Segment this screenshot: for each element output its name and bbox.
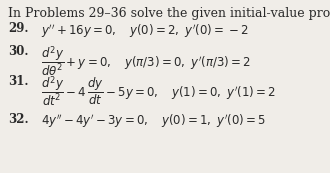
Text: $\dfrac{d^2y}{dt^2} - 4\,\dfrac{dy}{dt} - 5y = 0, \quad y(1) = 0,\ y'(1) = 2$: $\dfrac{d^2y}{dt^2} - 4\,\dfrac{dy}{dt} … <box>41 75 276 110</box>
Text: 29.: 29. <box>8 22 28 35</box>
Text: $\dfrac{d^2y}{d\theta^2} + y = 0, \quad y(\pi/3) = 0,\ y'(\pi/3) = 2$: $\dfrac{d^2y}{d\theta^2} + y = 0, \quad … <box>41 45 251 79</box>
Text: 31.: 31. <box>8 75 28 88</box>
Text: 32.: 32. <box>8 113 29 126</box>
Text: $y'' + 16y = 0, \quad y(0) = 2,\ y'(0) = -2$: $y'' + 16y = 0, \quad y(0) = 2,\ y'(0) =… <box>41 22 249 39</box>
Text: $4y'' - 4y' - 3y = 0, \quad y(0) = 1,\ y'(0) = 5$: $4y'' - 4y' - 3y = 0, \quad y(0) = 1,\ y… <box>41 113 266 130</box>
Text: 30.: 30. <box>8 45 28 58</box>
Text: In Problems 29–36 solve the given initial-value problem.: In Problems 29–36 solve the given initia… <box>8 7 330 20</box>
